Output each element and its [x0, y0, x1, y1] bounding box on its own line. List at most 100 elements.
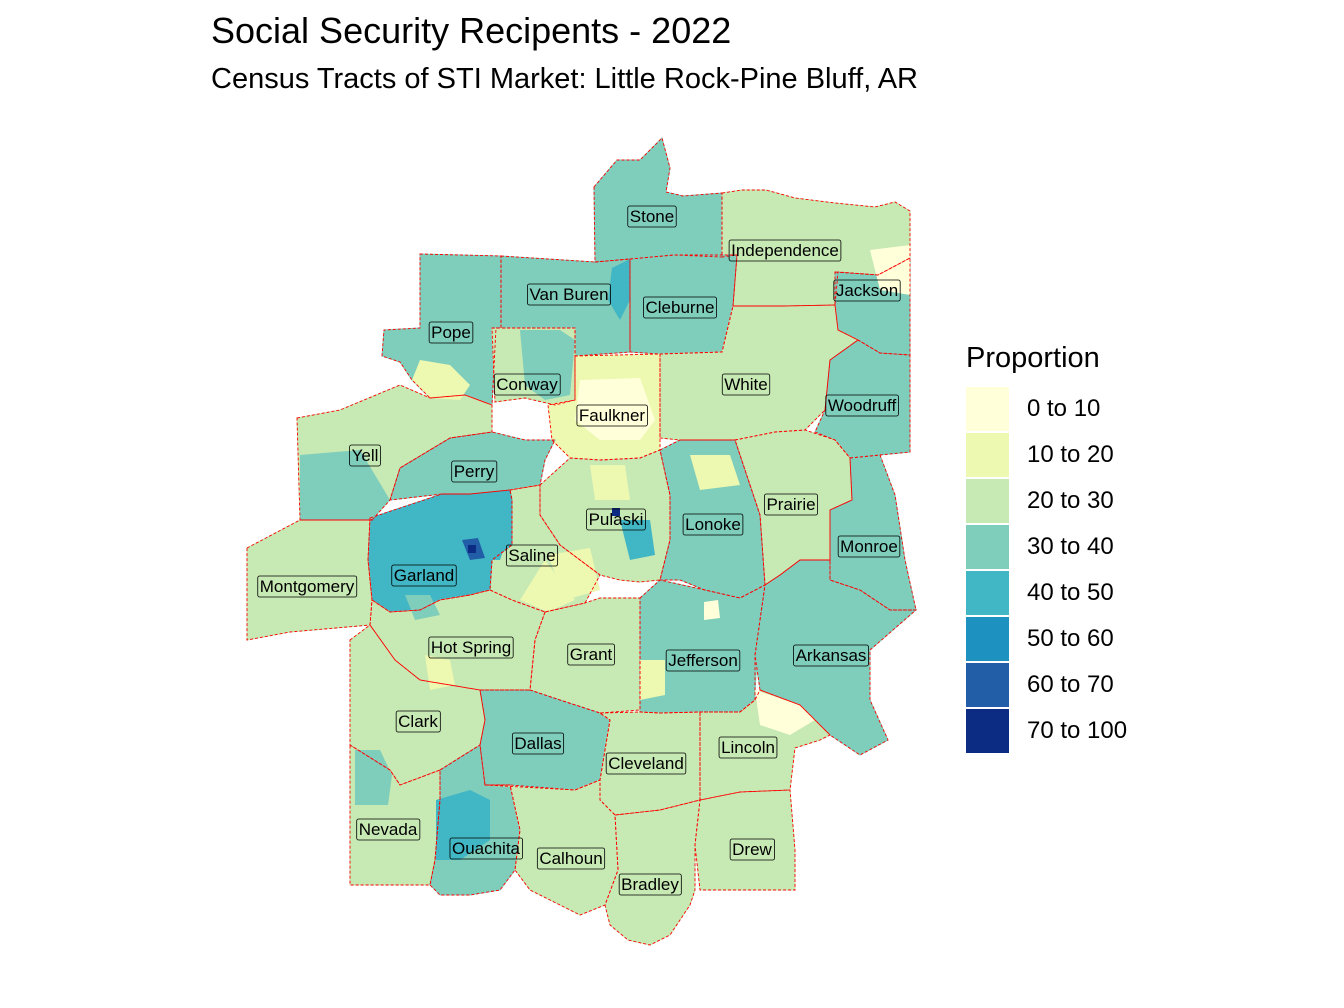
county-label-box: [718, 736, 778, 759]
county-label-jackson: Jackson: [833, 279, 901, 302]
legend-label: 10 to 20: [1027, 441, 1114, 468]
county-name: Pulaski: [589, 510, 644, 529]
county-label-faulkner: Faulkner: [576, 404, 648, 427]
county-label-box: [527, 283, 611, 306]
county-label-box: [728, 239, 842, 262]
legend-item: 70 to 100: [966, 709, 1127, 755]
county-label-box: [833, 279, 901, 302]
county-name: Independence: [731, 241, 839, 260]
county-label-white: White: [721, 373, 771, 396]
county-label-cleveland: Cleveland: [605, 752, 687, 775]
county-name: Garland: [394, 566, 454, 585]
county-label-saline: Saline: [505, 544, 559, 567]
legend-swatch: [966, 433, 1009, 477]
county-name: Jackson: [836, 281, 898, 300]
county-label-box: [428, 321, 474, 344]
county-border: [491, 327, 576, 406]
county-label-monroe: Monroe: [837, 535, 901, 558]
tract-region: [608, 259, 630, 320]
legend-title: Proportion: [966, 342, 1100, 374]
county-name: Montgomery: [260, 577, 355, 596]
county-name: Stone: [630, 207, 674, 226]
county-label-perry: Perry: [451, 460, 498, 483]
tract-region: [612, 508, 620, 516]
tract-region: [575, 378, 655, 440]
county-label-box: [576, 404, 648, 427]
county-label-independence: Independence: [728, 239, 842, 262]
county-label-box: [356, 818, 421, 841]
county-border: [694, 789, 796, 891]
county-label-box: [257, 575, 358, 598]
county-name: Faulkner: [579, 406, 645, 425]
county-label-montgomery: Montgomery: [257, 575, 358, 598]
tract-region: [436, 790, 490, 860]
legend-swatch: [966, 571, 1009, 615]
legend: Proportion 0 to 10 10 to 20 20 to 30 30 to …: [966, 342, 1127, 755]
county-name: Van Buren: [529, 285, 608, 304]
county-label-cleburne: Cleburne: [643, 296, 717, 319]
county-border: [246, 516, 374, 641]
county-border: [639, 579, 766, 714]
county-label-nevada: Nevada: [356, 818, 421, 841]
legend-swatch: [966, 525, 1009, 569]
county-border: [489, 484, 601, 613]
county-border: [484, 779, 619, 916]
tract-region: [755, 690, 815, 735]
county-label-pulaski: Pulaski: [586, 508, 646, 531]
county-label-box: [618, 873, 682, 896]
county-name: Yell: [352, 446, 379, 465]
county-name: Jefferson: [668, 651, 738, 670]
legend-label: 30 to 40: [1027, 533, 1114, 560]
legend-item: 30 to 40: [966, 525, 1114, 571]
county-label-box: [451, 460, 498, 483]
county-border: [479, 689, 611, 791]
map-regions: [246, 137, 918, 946]
legend-item: 50 to 60: [966, 617, 1114, 663]
county-label-drew: Drew: [729, 838, 775, 861]
county-label-prairie: Prairie: [764, 493, 818, 516]
county-border: [659, 304, 859, 441]
legend-label: 70 to 100: [1027, 717, 1128, 744]
legend-label: 20 to 30: [1027, 487, 1114, 514]
county-name: Saline: [508, 546, 555, 565]
county-name: Nevada: [359, 820, 418, 839]
county-label-box: [627, 205, 677, 228]
county-label-box: [493, 373, 561, 396]
county-name: Pope: [431, 323, 471, 342]
county-name: Bradley: [621, 875, 679, 894]
tract-region: [590, 465, 630, 500]
county-labels: Stone Independence Jackson Van Buren Cleburn…: [257, 205, 901, 896]
county-label-box: [428, 636, 514, 659]
county-border: [349, 624, 486, 786]
tract-region: [690, 455, 740, 490]
county-name: Perry: [454, 462, 495, 481]
tract-region: [372, 520, 445, 585]
legend-swatch: [966, 617, 1009, 661]
county-label-arkansas: Arkansas: [793, 644, 869, 667]
legend-swatch: [966, 479, 1009, 523]
tract-region: [300, 450, 390, 520]
county-label-yell: Yell: [349, 444, 381, 467]
tract-region: [440, 496, 510, 560]
county-name: White: [724, 375, 767, 394]
county-label-dallas: Dallas: [511, 732, 565, 755]
legend-items: 0 to 10 10 to 20 20 to 30 30 to 40 40 to 50 5…: [966, 387, 1127, 755]
county-name: Arkansas: [796, 646, 867, 665]
county-border: [539, 449, 671, 583]
county-name: Calhoun: [539, 849, 602, 868]
county-label-box: [449, 837, 523, 860]
county-label-stone: Stone: [627, 205, 677, 228]
county-border: [389, 431, 556, 501]
county-label-box: [505, 544, 559, 567]
county-label-lonoke: Lonoke: [682, 513, 744, 536]
county-label-box: [511, 732, 565, 755]
legend-swatch: [966, 709, 1009, 753]
county-label-box: [825, 394, 899, 417]
legend-swatch: [966, 387, 1009, 431]
tract-region: [660, 598, 760, 700]
legend-label: 60 to 70: [1027, 671, 1114, 698]
county-label-woodruff: Woodruff: [825, 394, 899, 417]
county-label-box: [837, 535, 901, 558]
county-label-box: [391, 564, 457, 587]
